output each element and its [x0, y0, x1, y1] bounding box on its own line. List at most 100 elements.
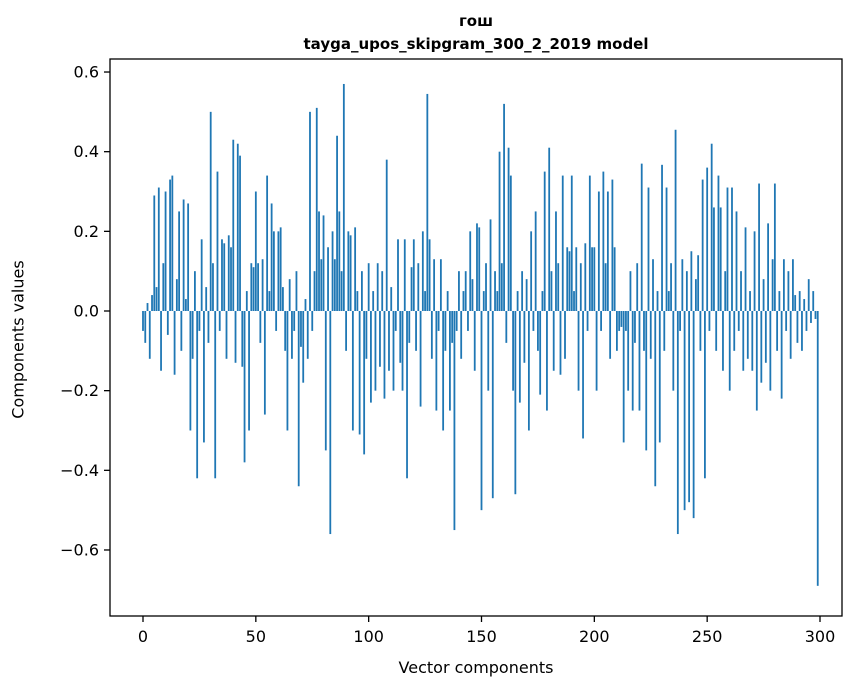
bar [406, 311, 408, 479]
y-tick-label: 0.2 [74, 222, 99, 241]
bar [236, 143, 239, 311]
bar [810, 311, 812, 323]
bar [376, 263, 379, 311]
chart-subtitle: tayga_upos_skipgram_300_2_2019 model [303, 35, 649, 53]
bar [460, 311, 463, 359]
bar [284, 311, 287, 351]
bar [516, 291, 519, 311]
bar [487, 311, 490, 391]
bar [270, 203, 273, 311]
bar [618, 311, 621, 331]
bar [627, 311, 630, 391]
bar [146, 303, 149, 311]
bar [449, 311, 451, 411]
bar [480, 311, 483, 511]
bar [257, 263, 259, 311]
bar [390, 287, 393, 311]
bar [713, 207, 715, 311]
bar [234, 311, 237, 363]
bar [564, 311, 566, 359]
bar [437, 311, 440, 331]
bar [543, 171, 546, 311]
bar [207, 311, 210, 343]
bar [762, 279, 765, 311]
bar [178, 211, 181, 311]
bar [361, 271, 363, 311]
x-tick-label: 250 [692, 627, 723, 646]
bar [417, 263, 420, 311]
bar [814, 311, 817, 319]
bar [370, 311, 372, 403]
bar [782, 259, 785, 311]
bar [600, 311, 602, 331]
bar [496, 291, 499, 311]
bar [182, 199, 185, 311]
bar [753, 231, 756, 311]
bar [586, 311, 589, 331]
bar [674, 129, 677, 311]
bar [776, 311, 779, 351]
y-tick-label: −0.6 [60, 540, 99, 559]
bar [582, 311, 584, 439]
bar [717, 175, 720, 311]
bar [773, 183, 776, 311]
bar [322, 215, 325, 311]
bar [625, 311, 627, 331]
bar [383, 311, 386, 399]
bar [471, 279, 474, 311]
bar [363, 311, 366, 455]
bar [401, 311, 404, 391]
bar [196, 311, 199, 479]
bar [209, 111, 212, 311]
bar [527, 311, 530, 431]
bar [692, 311, 695, 519]
bar [706, 167, 709, 311]
bar [715, 311, 718, 351]
bar [726, 187, 729, 311]
bar [259, 311, 262, 343]
bar [203, 311, 205, 443]
bar [525, 279, 528, 311]
x-axis-label: Vector components [398, 658, 554, 677]
bar [309, 111, 311, 311]
bar [189, 311, 192, 431]
bar [787, 271, 790, 311]
bar [333, 259, 336, 311]
bar [792, 259, 794, 311]
bar [505, 311, 508, 343]
bar [442, 311, 445, 431]
bar [300, 311, 302, 347]
bar [291, 311, 293, 359]
y-tick-label: −0.2 [60, 381, 99, 400]
x-tick-label: 150 [466, 627, 497, 646]
bar [408, 311, 411, 343]
bar [458, 271, 460, 311]
bar [548, 147, 551, 311]
bar [534, 211, 537, 311]
bar [153, 195, 156, 311]
chart-title-block: гош tayga_upos_skipgram_300_2_2019 model [110, 10, 842, 56]
bar [478, 227, 481, 311]
bar [537, 311, 539, 351]
bar [187, 203, 190, 311]
bar [399, 311, 402, 363]
bar [173, 311, 176, 375]
chart-title: гош [458, 12, 494, 30]
bar [541, 291, 544, 311]
bar [453, 311, 456, 531]
bar [313, 271, 316, 311]
bar [151, 295, 153, 311]
bar [649, 311, 652, 359]
bar [631, 311, 634, 411]
bar [469, 231, 472, 311]
bar [428, 239, 431, 311]
bar [160, 311, 162, 371]
bar [566, 247, 569, 311]
bar [742, 311, 745, 371]
bar [764, 311, 767, 363]
bar [676, 311, 679, 535]
bar [500, 263, 503, 311]
bar [385, 159, 388, 311]
bar [327, 247, 329, 311]
